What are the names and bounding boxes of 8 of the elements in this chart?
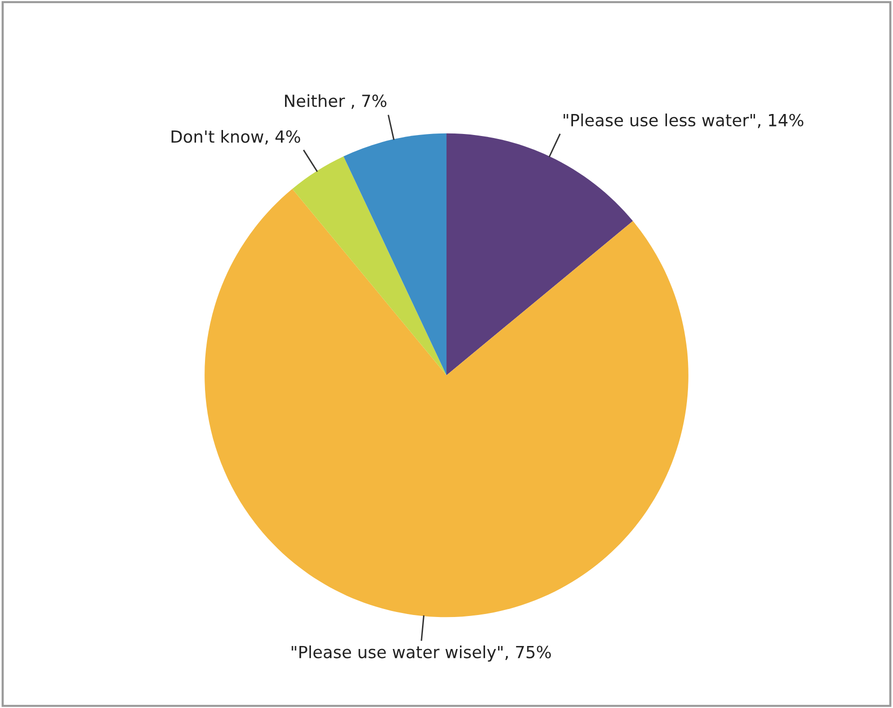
slice-label: "Please use less water", 14% bbox=[564, 114, 804, 128]
pie-slice bbox=[446, 133, 633, 376]
slice-label: Neither , 7% bbox=[285, 94, 386, 109]
pie-slice bbox=[292, 156, 446, 376]
slice-label: Don't know, 4% bbox=[172, 130, 300, 145]
pie-slice bbox=[344, 133, 446, 376]
pie-slice bbox=[204, 188, 688, 618]
slice-label: "Please use water wisely", 75% bbox=[292, 645, 551, 662]
